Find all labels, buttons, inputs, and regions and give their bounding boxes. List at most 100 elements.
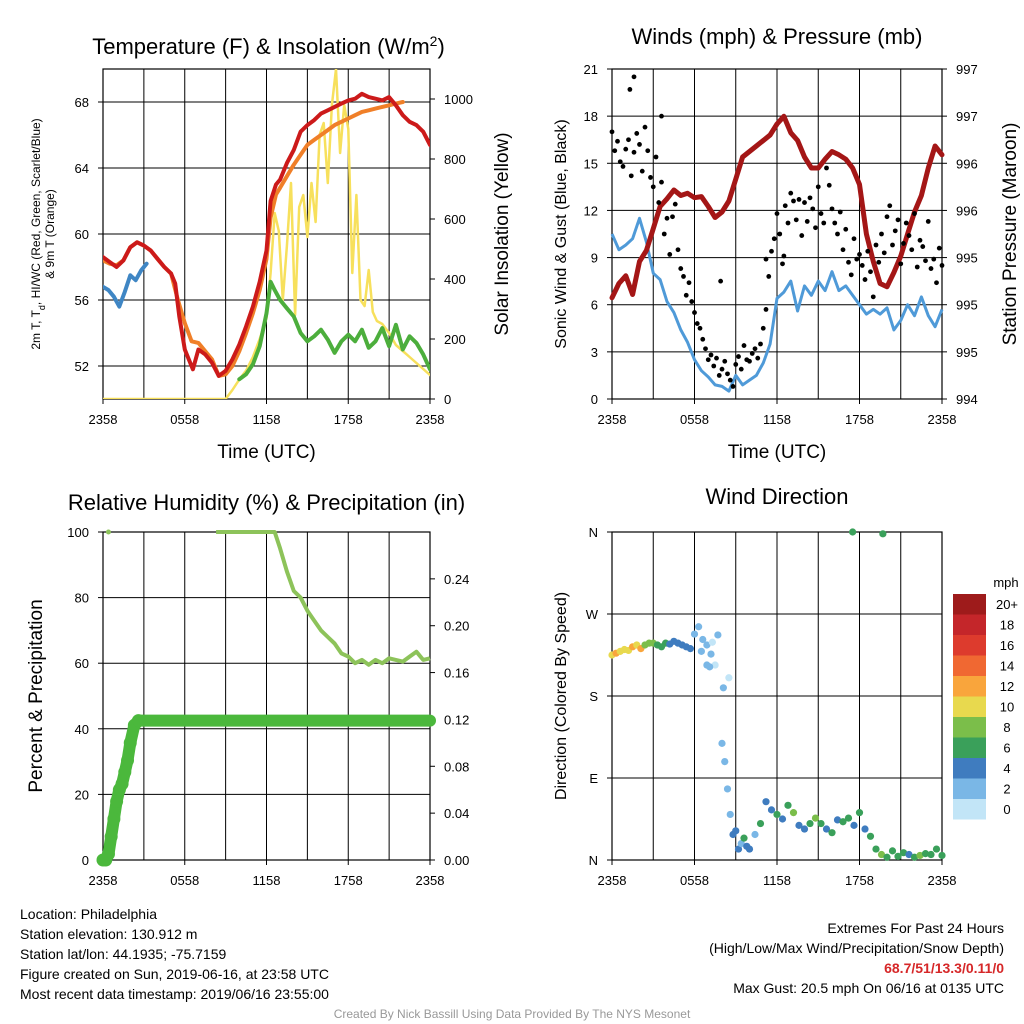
y-tick-label: 64 <box>75 161 89 176</box>
wind-chart: 2358 0558 1158 1758 235803691215182199499599… <box>553 24 1021 463</box>
y2-tick-label: 0.16 <box>444 666 469 681</box>
gust-point <box>936 245 942 251</box>
direction-point <box>839 818 847 826</box>
gust-point <box>609 129 615 135</box>
gust-point <box>752 346 758 352</box>
gust-point <box>747 358 752 364</box>
gust-point <box>777 231 783 237</box>
precip-point <box>101 847 115 861</box>
direction-point <box>806 819 814 828</box>
y-tick-label: N <box>589 525 598 540</box>
x-tick-label: 2358 <box>89 412 118 427</box>
gust-point <box>708 352 714 358</box>
y-axis-label-line2: & 9m T (Orange) <box>43 189 57 279</box>
x-tick-label: 1758 <box>845 412 874 427</box>
gust-point <box>637 142 642 147</box>
gust-point <box>879 231 884 237</box>
credit-line: Created By Nick Bassill Using Data Provi… <box>333 1007 691 1021</box>
figure-created: Figure created on Sun, 2019-06-16, at 23… <box>20 966 329 982</box>
gust-point <box>832 220 838 226</box>
gust-point <box>700 336 706 342</box>
gust-point <box>824 165 829 171</box>
station-elevation: Station elevation: 130.912 m <box>20 926 198 942</box>
y2-axis-label: Solar Insolation (Yellow) <box>492 132 513 335</box>
max-gust: Max Gust: 20.5 mph On 06/16 at 0135 UTC <box>733 980 1004 996</box>
direction-point <box>699 635 707 644</box>
direction-point <box>707 650 715 658</box>
y2-tick-label: 997 <box>956 62 978 77</box>
precip-point <box>131 714 145 728</box>
gust-point <box>884 214 890 220</box>
colorbar-label: 10 <box>1000 700 1014 715</box>
colorbar-label: 20+ <box>996 597 1018 612</box>
y2-tick-label: 400 <box>444 272 466 287</box>
direction-point <box>745 845 754 853</box>
gust-point <box>659 179 664 185</box>
gust-point <box>835 231 840 237</box>
y2-tick-label: 995 <box>956 298 978 313</box>
rh-point <box>105 529 111 535</box>
gust-point <box>683 292 689 298</box>
colorbar-swatch <box>953 737 986 758</box>
y-tick-label: 6 <box>591 298 598 313</box>
colorbar-swatch <box>953 676 986 697</box>
precip-point <box>110 794 124 808</box>
gust-point <box>854 256 860 262</box>
direction-point <box>927 850 935 859</box>
colorbar-label: 0 <box>1003 802 1010 817</box>
colorbar-label: 8 <box>1003 720 1010 735</box>
direction-point <box>811 814 820 822</box>
gust-point <box>826 182 832 188</box>
direction-point <box>844 814 853 822</box>
direction-point <box>718 739 726 747</box>
y2-tick-label: 0.12 <box>444 712 469 727</box>
chart-title: Temperature (F) & Insolation (W/m2) <box>92 33 445 59</box>
gust-point <box>718 278 724 284</box>
temperature-chart: 2358 0558 1158 1758 2358 52 56 60 64 68 0 200 400 600… <box>29 33 513 463</box>
colorbar-swatch <box>953 614 986 635</box>
gust-point <box>670 214 675 220</box>
y2-tick-label: 0.00 <box>444 853 469 868</box>
gust-point <box>837 209 843 215</box>
y2-tick-label: 200 <box>444 332 466 347</box>
gust-point <box>686 280 692 286</box>
gust-point <box>703 346 708 352</box>
direction-point <box>756 819 765 828</box>
y-tick-label: 0 <box>591 392 598 407</box>
gust-point <box>939 263 945 268</box>
gust-point <box>727 377 733 383</box>
y-tick-label: 21 <box>584 62 598 77</box>
gust-point <box>689 299 695 304</box>
y-axis-label: Direction (Colored By Speed) <box>553 592 570 800</box>
gust-point <box>736 354 741 359</box>
gust-point <box>672 201 678 207</box>
gust-point <box>873 242 879 248</box>
direction-point <box>921 850 930 858</box>
direction-point <box>850 821 858 829</box>
series-rh <box>216 530 431 667</box>
direction-point <box>795 821 803 829</box>
y2-tick-label: 994 <box>956 392 978 407</box>
gust-point <box>749 351 755 356</box>
direction-point <box>778 815 787 823</box>
direction-point <box>719 684 727 692</box>
gust-point <box>821 220 827 226</box>
y-tick-label: 0 <box>82 853 89 868</box>
gust-point <box>631 149 637 155</box>
direction-point <box>726 810 734 819</box>
gust-point <box>697 325 703 331</box>
y2-tick-label: 0.08 <box>444 759 469 774</box>
gust-point <box>928 266 934 271</box>
direction-point <box>697 647 705 655</box>
colorbar-label: 12 <box>1000 679 1014 694</box>
extremes-subtitle: (High/Low/Max Wind/Precipitation/Snow De… <box>709 940 1004 956</box>
gust-point <box>931 256 937 262</box>
y2-tick-label: 0.04 <box>444 806 469 821</box>
gust-point <box>934 280 939 286</box>
x-axis-label: Time (UTC) <box>217 442 316 463</box>
gust-point <box>780 261 785 267</box>
y2-tick-label: 600 <box>444 212 466 227</box>
gust-point <box>925 219 931 224</box>
y2-tick-label: 0 <box>444 392 451 407</box>
direction-point <box>866 832 875 840</box>
